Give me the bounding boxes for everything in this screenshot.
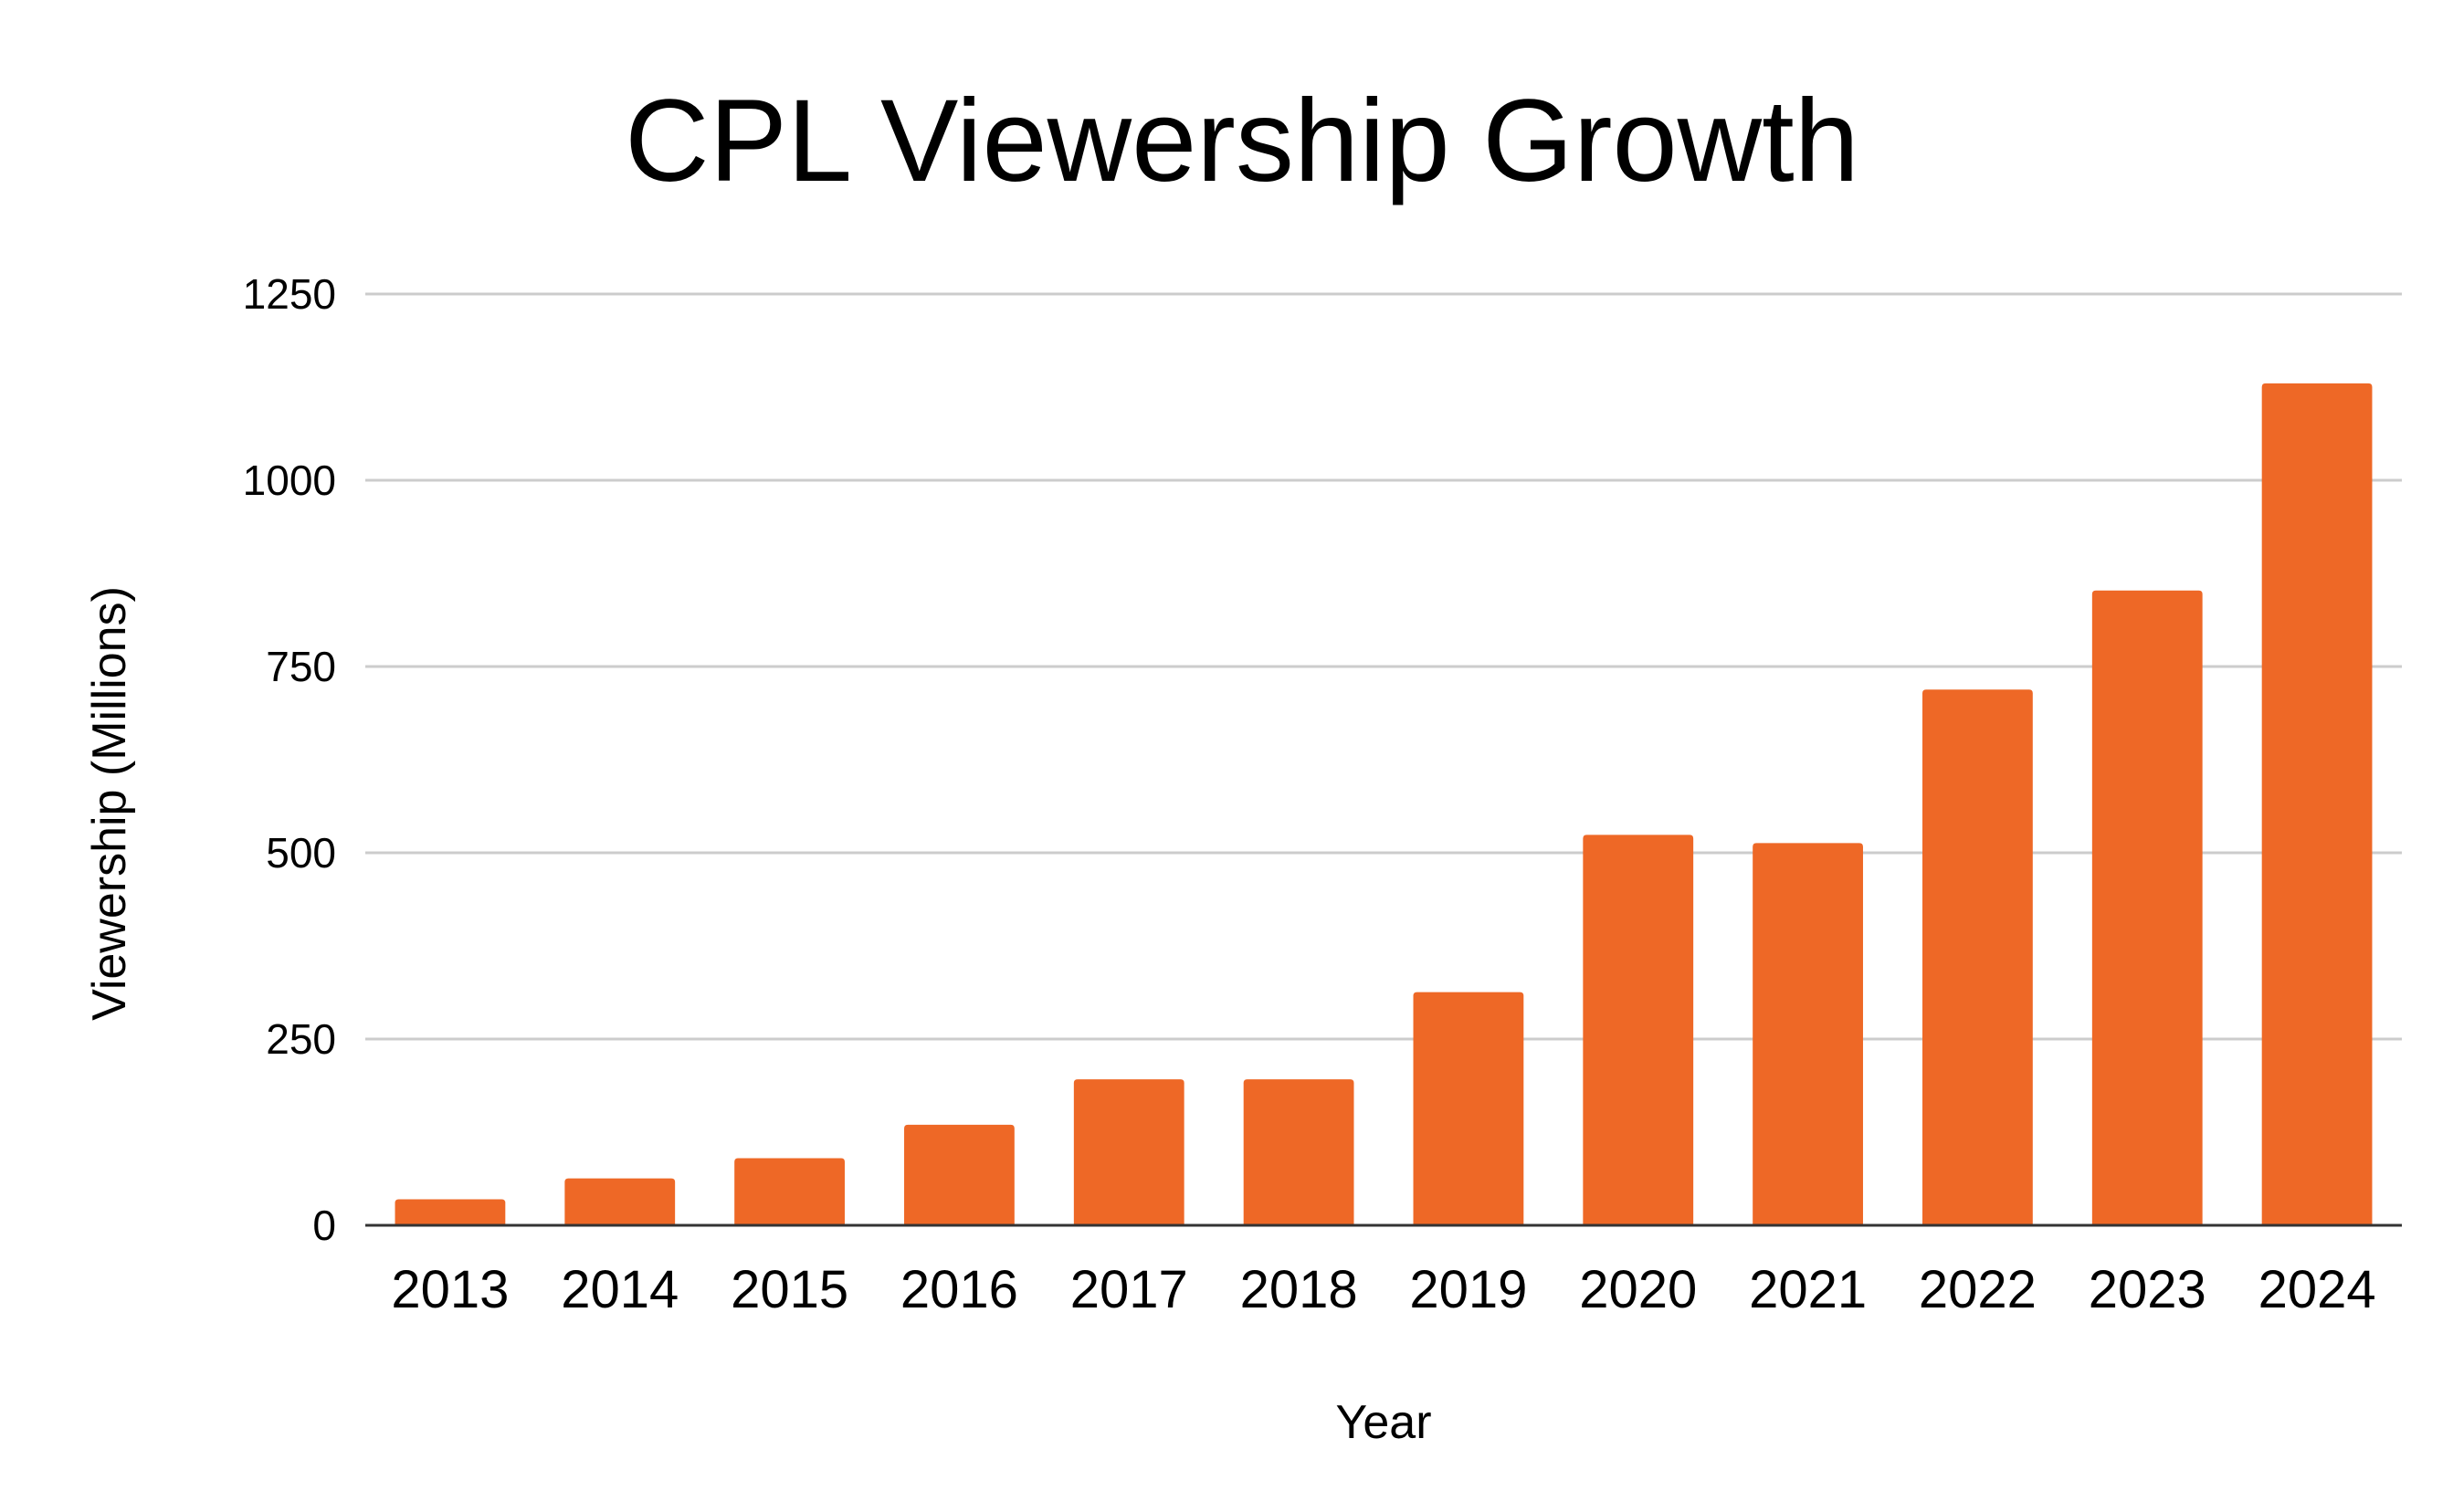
x-tick-label: 2017 (1070, 1260, 1188, 1319)
bar-2023 (2091, 590, 2203, 1225)
bar-2019 (1413, 992, 1524, 1225)
y-tick-label: 250 (266, 1015, 336, 1063)
x-tick-label: 2019 (1409, 1260, 1527, 1319)
y-axis-title: Viewership (Millions) (83, 586, 136, 1021)
bar-2014 (564, 1178, 676, 1225)
x-tick-label: 2024 (2258, 1260, 2376, 1319)
x-tick-label: 2014 (561, 1260, 679, 1319)
y-tick-label: 750 (266, 643, 336, 690)
y-tick-label: 500 (266, 829, 336, 877)
x-tick-label: 2016 (900, 1260, 1018, 1319)
bar-2024 (2261, 383, 2373, 1225)
x-tick-label: 2020 (1579, 1260, 1697, 1319)
bars (365, 383, 2402, 1227)
y-axis-ticks: 0 250 500 750 1000 1250 (243, 270, 336, 1249)
bar-2013 (395, 1199, 506, 1225)
bar-2022 (1922, 689, 2033, 1225)
x-axis-ticks: 2013 2014 2015 2016 2017 2018 2019 2020 2021 2022… (391, 1260, 2375, 1319)
x-axis-title: Year (1335, 1396, 1431, 1449)
bar-2018 (1243, 1079, 1354, 1225)
x-tick-label: 2015 (731, 1260, 848, 1319)
y-tick-label: 1000 (243, 457, 336, 504)
x-tick-label: 2023 (2089, 1260, 2206, 1319)
y-tick-label: 1250 (243, 270, 336, 318)
x-tick-label: 2021 (1749, 1260, 1867, 1319)
x-tick-label: 2018 (1240, 1260, 1358, 1319)
bar-2015 (734, 1158, 845, 1225)
bar-2017 (1073, 1079, 1184, 1225)
bar-2021 (1753, 843, 1863, 1225)
bar-2016 (904, 1124, 1015, 1225)
x-tick-label: 2013 (391, 1260, 509, 1319)
chart-title: CPL Viewership Growth (625, 76, 1859, 206)
y-tick-label: 0 (312, 1202, 336, 1249)
gridlines (365, 292, 2402, 1041)
x-tick-label: 2022 (1919, 1260, 2037, 1319)
bar-2020 (1583, 835, 1694, 1225)
